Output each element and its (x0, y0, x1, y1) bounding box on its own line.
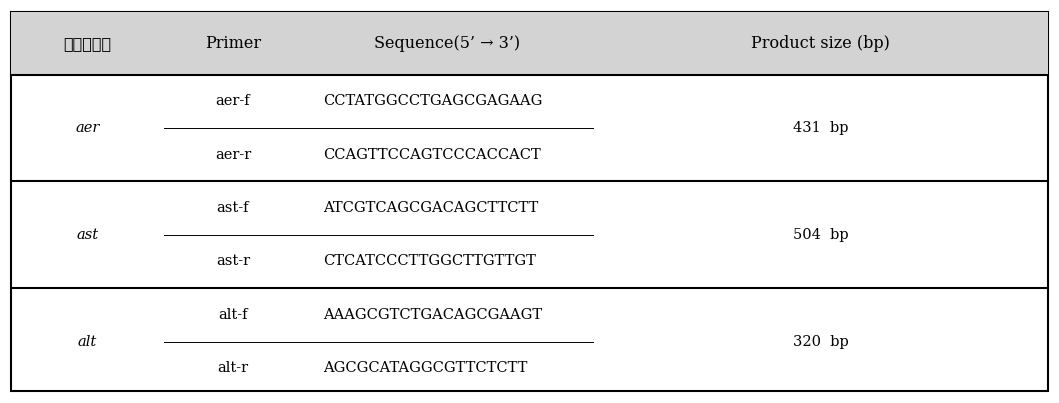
Text: 320  bp: 320 bp (793, 334, 848, 349)
Text: ATCGTCAGCGACAGCTTCTT: ATCGTCAGCGACAGCTTCTT (323, 201, 538, 215)
Text: aer-f: aer-f (216, 94, 250, 108)
Text: CTCATCCCTTGGCTTGTTGT: CTCATCCCTTGGCTTGTTGT (323, 254, 536, 268)
Text: AGCGCATAGGCGTTCTCTT: AGCGCATAGGCGTTCTCTT (323, 361, 527, 375)
Text: CCTATGGCCTGAGCGAGAAG: CCTATGGCCTGAGCGAGAAG (323, 94, 542, 108)
Text: Product size (bp): Product size (bp) (751, 35, 891, 52)
Text: Sequence(5’ → 3’): Sequence(5’ → 3’) (375, 35, 520, 52)
Text: 431  bp: 431 bp (793, 121, 848, 135)
Text: ast: ast (76, 228, 98, 242)
Bar (11, 12, 1048, 75)
Text: alt: alt (77, 334, 97, 349)
Text: aer-r: aer-r (215, 147, 251, 162)
Text: ast-f: ast-f (217, 201, 249, 215)
Text: AAAGCGTCTGACAGCGAAGT: AAAGCGTCTGACAGCGAAGT (323, 308, 542, 322)
Text: CCAGTTCCAGTCCCACCACT: CCAGTTCCAGTCCCACCACT (323, 147, 541, 162)
Text: ast-r: ast-r (216, 254, 250, 268)
Text: 독소유전자: 독소유전자 (64, 36, 111, 51)
Text: Primer: Primer (205, 35, 261, 52)
Text: 504  bp: 504 bp (793, 228, 848, 242)
Text: alt-r: alt-r (217, 361, 249, 375)
Text: alt-f: alt-f (218, 308, 248, 322)
Text: aer: aer (75, 121, 100, 135)
